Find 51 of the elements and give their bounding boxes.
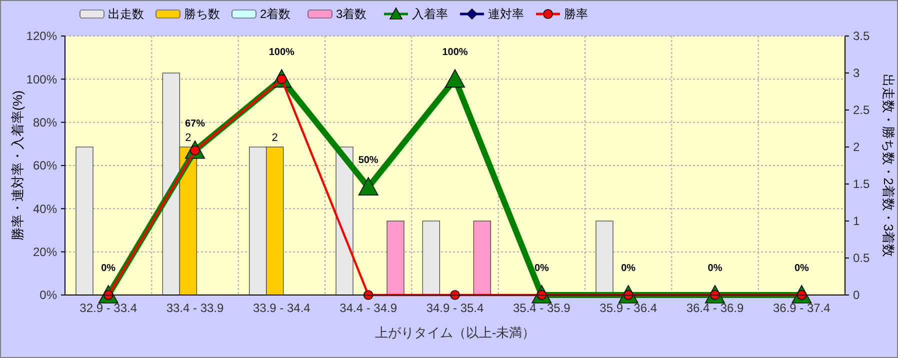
legend-label: 出走数 <box>108 7 144 22</box>
data-label: 0% <box>708 263 722 274</box>
x-tick-label: 36.9 - 37.4 <box>772 301 831 315</box>
y2-tick-label: 2.5 <box>853 103 870 118</box>
data-label: 0% <box>534 263 549 274</box>
legend-label: 2着数 <box>260 7 291 22</box>
y2-tick-label: 2 <box>853 140 860 154</box>
x-tick-label: 33.9 - 34.4 <box>252 301 311 315</box>
y2-axis-title: 出走数・勝ち数・2着数・3着数 <box>881 74 896 258</box>
bar <box>386 220 404 296</box>
data-label: 2 <box>185 132 192 144</box>
legend-label: 勝ち数 <box>184 7 220 22</box>
bar <box>473 220 491 296</box>
bar <box>422 220 440 296</box>
y-tick-label: 60% <box>32 158 58 173</box>
y-tick-label: 100% <box>26 72 58 86</box>
point <box>358 177 378 196</box>
y2-tick-label: 3 <box>853 66 860 80</box>
y2-tick-label: 1 <box>853 214 860 228</box>
x-tick-label: 35.4 - 35.9 <box>512 301 571 315</box>
legend-label: 入着率 <box>412 7 448 22</box>
x-tick-label: 32.9 - 33.4 <box>80 301 138 315</box>
data-label: 0% <box>794 263 809 274</box>
legend-label: 勝率 <box>564 7 588 22</box>
data-label: 50% <box>358 155 378 166</box>
y-tick-label: 20% <box>32 245 58 260</box>
y-tick-label: 0% <box>40 288 58 302</box>
data-label: 2 <box>272 132 278 144</box>
bar <box>76 146 94 296</box>
y-tick-label: 80% <box>32 116 58 130</box>
data-label: 67% <box>184 118 206 130</box>
y2-tick-label: 3.5 <box>853 29 870 44</box>
x-axis-title: 上がりタイム（以上-未満） <box>374 325 536 340</box>
data-label: 0% <box>621 263 636 274</box>
y-tick-label: 40% <box>32 202 58 216</box>
x-tick-label: 34.9 - 35.4 <box>426 301 484 315</box>
x-tick-label: 35.9 - 36.4 <box>600 301 658 315</box>
y-tick-label: 120% <box>26 29 58 44</box>
y2-tick-label: 0.5 <box>853 251 870 266</box>
data-label: 0% <box>101 263 116 274</box>
legend-label: 3着数 <box>336 7 367 22</box>
x-tick-label: 36.4 - 36.9 <box>686 301 744 315</box>
legend-label: 連対率 <box>488 7 524 22</box>
y2-tick-label: 1.5 <box>853 177 870 192</box>
x-tick-label: 33.4 - 33.9 <box>166 301 224 315</box>
x-tick-label: 34.4 - 34.9 <box>340 301 398 315</box>
y-axis-title: 勝率・連対率・入着率(%) <box>10 90 25 241</box>
data-label: 100% <box>442 47 468 58</box>
y2-tick-label: 0 <box>853 288 860 302</box>
point <box>445 69 465 88</box>
data-label: 100% <box>268 47 295 58</box>
